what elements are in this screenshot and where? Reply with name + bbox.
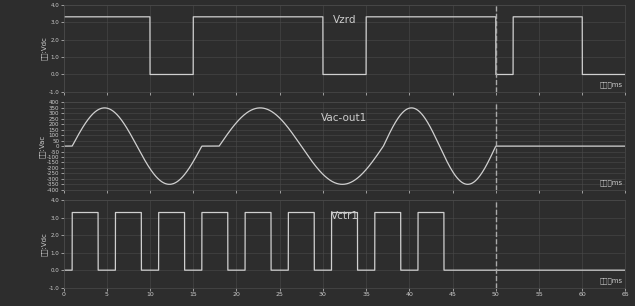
Y-axis label: 电压:Vac: 电压:Vac: [39, 135, 46, 158]
Text: 时间：ms: 时间：ms: [599, 278, 623, 284]
Y-axis label: 电压:Vdc: 电压:Vdc: [41, 232, 47, 256]
Text: 时间：ms: 时间：ms: [599, 82, 623, 88]
Y-axis label: 电压:Vdc: 电压:Vdc: [41, 36, 47, 60]
Text: Vac-out1: Vac-out1: [321, 113, 368, 123]
Text: 时间：ms: 时间：ms: [599, 180, 623, 186]
Text: Vctr1: Vctr1: [330, 211, 359, 221]
Text: Vzrd: Vzrd: [333, 15, 356, 25]
